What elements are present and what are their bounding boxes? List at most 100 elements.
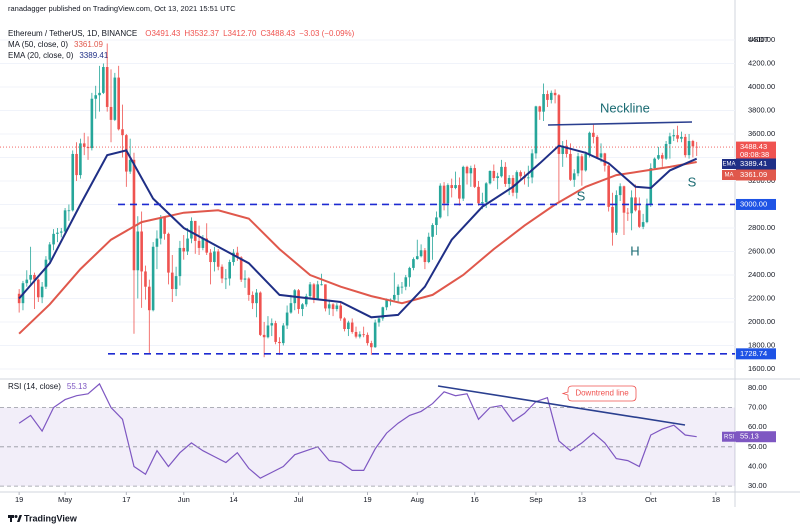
y-tick-label: 3600.00	[748, 129, 775, 138]
candle-body	[132, 159, 136, 271]
candle-body	[511, 178, 515, 193]
high: H3532.37	[184, 29, 219, 38]
candle-body	[676, 135, 679, 139]
x-tick-label: Aug	[411, 495, 424, 504]
candle-body	[121, 129, 124, 136]
x-tick-label: Jul	[294, 495, 304, 504]
annotation: S	[577, 188, 586, 203]
candle-body	[136, 231, 140, 271]
candle-body	[79, 143, 82, 176]
candle-body	[255, 292, 258, 304]
indicator-line	[18, 144, 698, 319]
candle-body	[59, 231, 63, 233]
candle-body	[373, 322, 377, 348]
candle-body	[174, 276, 178, 290]
candle-body	[419, 250, 423, 257]
candle-body	[29, 274, 32, 280]
y-tick-label: 1600.00	[748, 364, 775, 373]
candle-body	[274, 323, 277, 342]
neckline	[547, 121, 693, 126]
candle-body	[197, 240, 201, 248]
candle-body	[542, 94, 545, 112]
candle-body	[304, 296, 308, 305]
candle-body	[473, 168, 476, 187]
candle-body	[626, 212, 630, 214]
candle-body	[343, 318, 346, 330]
candle-body	[538, 106, 542, 112]
candle-body	[90, 98, 94, 149]
x-tick-label: 16	[471, 495, 479, 504]
candle-body	[259, 292, 262, 335]
candle-body	[151, 246, 155, 311]
candle-body	[691, 141, 695, 147]
candle-body	[125, 135, 128, 172]
candle-body	[565, 145, 568, 154]
candle-body	[458, 185, 461, 199]
candle-body	[668, 136, 672, 144]
candle-body	[308, 284, 312, 297]
candle-body	[44, 259, 48, 287]
indicator-tag-name	[722, 170, 736, 180]
candle-body	[247, 278, 251, 295]
candle-body	[553, 92, 557, 96]
candle-body	[465, 166, 469, 174]
candle-body	[36, 279, 40, 298]
downtrend-line	[437, 385, 686, 426]
candle-body	[415, 256, 419, 260]
close: C3488.43	[260, 29, 295, 38]
candle-body	[167, 233, 170, 273]
candle-body	[205, 238, 209, 253]
price-tag	[736, 198, 776, 210]
y-tick-label: 2400.00	[748, 270, 775, 279]
candle-body	[128, 159, 132, 172]
last-price-tag	[736, 141, 776, 160]
x-tick-label: 13	[578, 495, 586, 504]
candle-body	[140, 231, 143, 272]
candle-body	[381, 307, 385, 319]
candle-body	[178, 247, 182, 277]
y-tick-label: 60.00	[748, 422, 767, 431]
rsi-value: 55.13	[67, 382, 88, 391]
candle-body	[592, 132, 595, 137]
candle-body	[588, 132, 591, 154]
candle-body	[438, 185, 442, 218]
y-tick-label: 4200.00	[748, 58, 775, 67]
y-tick-label: 1800.00	[748, 340, 775, 349]
y-tick-label: 80.00	[748, 383, 767, 392]
candle-body	[190, 220, 193, 239]
logo-text: TradingView	[24, 513, 78, 523]
candle-body	[201, 238, 205, 248]
publisher: ranadagger published on TradingView.com,…	[8, 4, 236, 13]
candle-body	[182, 247, 186, 252]
y-tick-label: 2200.00	[748, 293, 775, 302]
candle-body	[251, 294, 254, 304]
candle-body	[637, 210, 641, 227]
candle-body	[236, 252, 239, 258]
candle-body	[289, 303, 293, 313]
annotation: H	[630, 243, 639, 258]
indicator-tag-text: MA	[725, 173, 734, 179]
candle-body	[423, 250, 427, 263]
candle-body	[186, 238, 189, 252]
candle-body	[193, 220, 197, 241]
candle-body	[301, 304, 304, 310]
candle-body	[239, 257, 243, 280]
candle-body	[71, 153, 75, 211]
candle-body	[526, 177, 530, 179]
candle-body	[622, 186, 626, 213]
candle-body	[392, 294, 396, 300]
candle-body	[664, 143, 668, 159]
y-tick-label: 2600.00	[748, 246, 775, 255]
candle-body	[683, 136, 687, 156]
candle-body	[40, 286, 44, 298]
candle-body	[615, 195, 618, 233]
price-tag-label: 3000.00	[740, 199, 767, 208]
candle-body	[435, 217, 438, 226]
indicator-tag-text: RSI	[724, 434, 734, 440]
x-tick-label: 14	[229, 495, 237, 504]
candle-body	[105, 67, 109, 107]
candle-body	[630, 197, 633, 214]
open: O3491.43	[145, 29, 181, 38]
candle-body	[454, 185, 457, 189]
